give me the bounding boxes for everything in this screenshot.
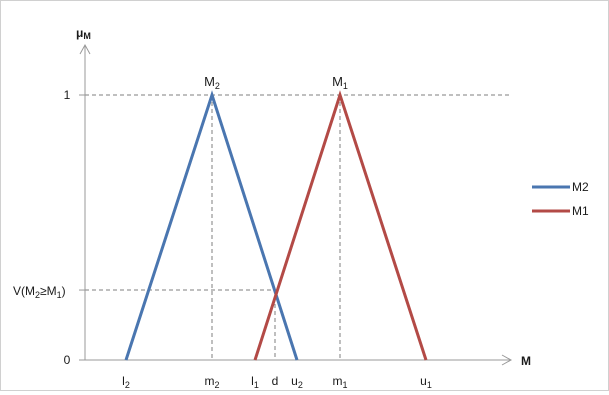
x-point-label-m1: m1 [332,374,347,390]
peak-label-m2: M2 [204,74,220,91]
series-line-m2 [124,90,299,361]
x-point-label-d: d [272,374,279,388]
x-point-label-u1: u1 [420,374,432,390]
x-point-label-u2: u2 [291,374,303,390]
x-point-label-m2: m2 [204,374,219,390]
x-axis-label: M [521,354,531,368]
legend-label-m1: M1 [572,204,589,218]
y-axis-label: μM [76,26,91,41]
x-axis-arrow [501,354,513,366]
x-point-label-l1: l1 [251,374,259,390]
y-tick-label: 0 [64,353,71,367]
peak-label-m1: M1 [332,74,348,91]
x-point-label-l2: l2 [122,374,130,390]
y-axis-arrow [79,43,91,55]
legend-label-m2: M2 [572,180,589,194]
y-tick-label: 1 [64,88,71,102]
series-line-m1 [253,90,428,361]
intersection-label: V(M2≥M1) [13,284,66,300]
